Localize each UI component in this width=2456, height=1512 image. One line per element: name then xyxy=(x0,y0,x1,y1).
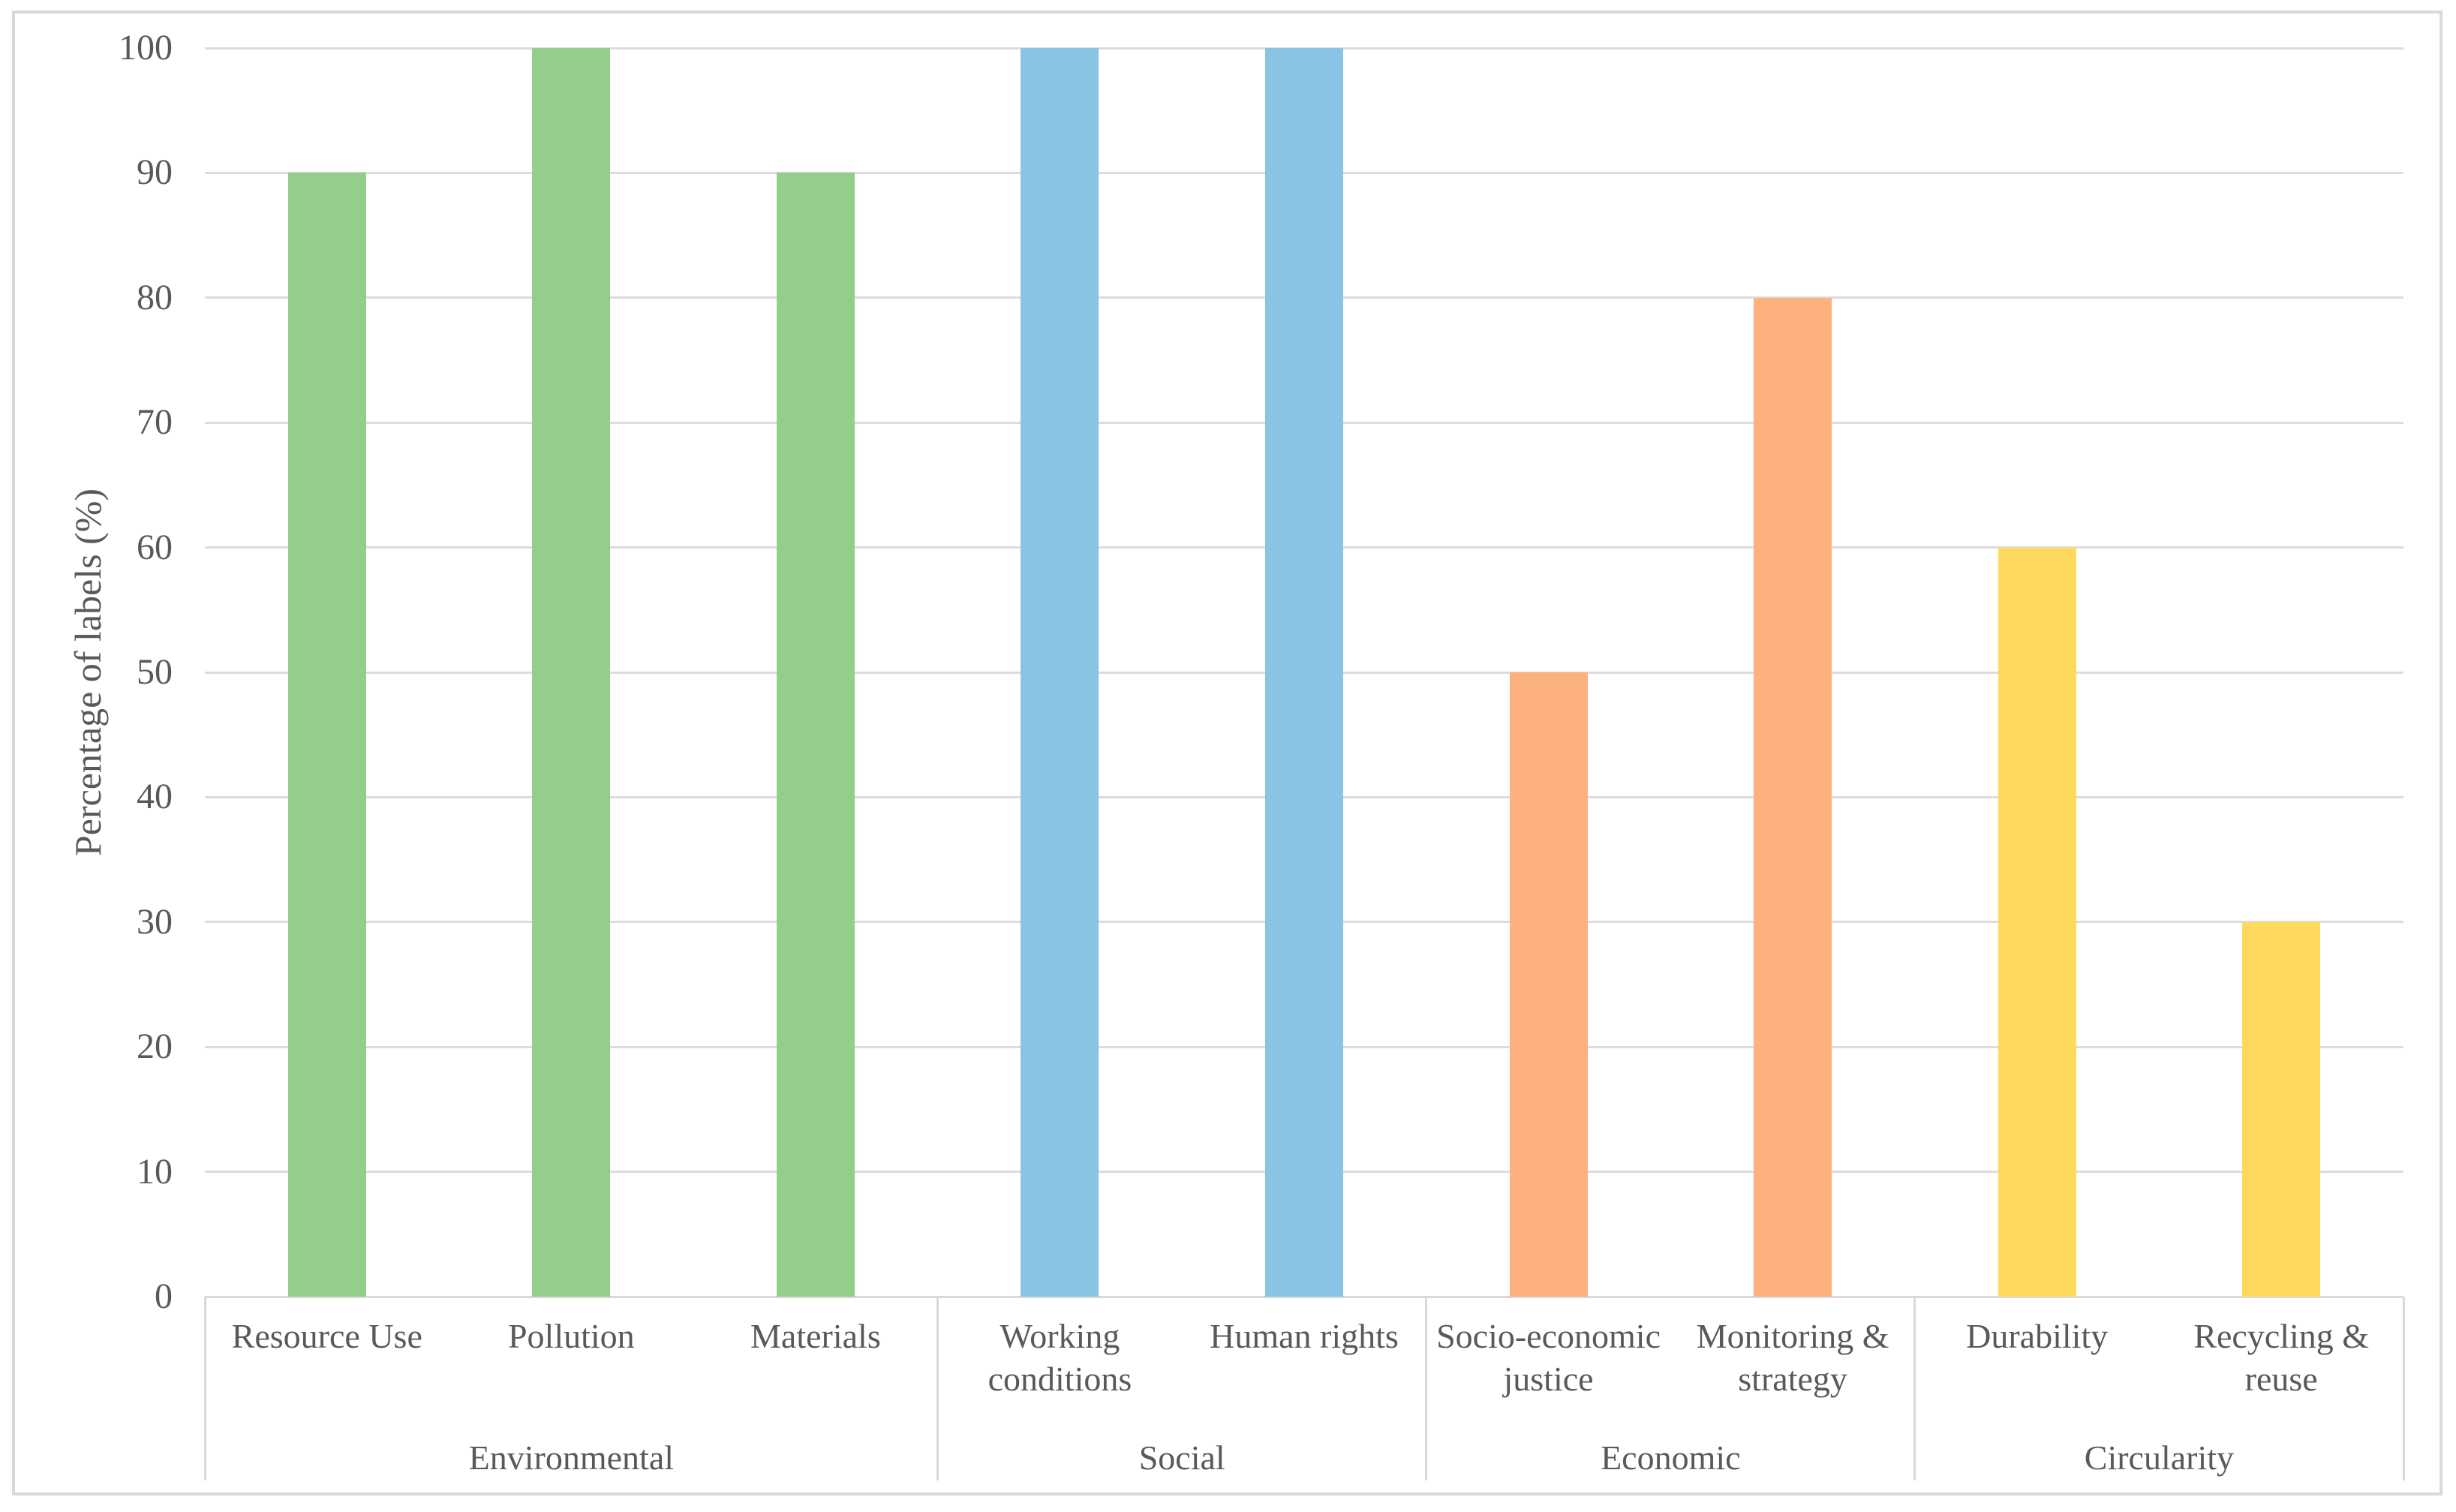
y-tick-label-50: 50 xyxy=(137,652,173,692)
bar-human-rights xyxy=(1265,48,1343,1297)
y-tick-label-10: 10 xyxy=(137,1151,173,1192)
bar-recycling-reuse xyxy=(2242,921,2321,1297)
y-tick-label-60: 60 xyxy=(137,527,173,567)
x-axis-line xyxy=(205,1295,2403,1298)
category-label-monitoring-strategy: Monitoring & strategy xyxy=(1696,1317,1889,1398)
bar-materials xyxy=(776,173,855,1297)
y-tick-label-20: 20 xyxy=(137,1027,173,1067)
bar-pollution xyxy=(532,48,611,1297)
chart-outer-border xyxy=(12,11,2442,1495)
category-label-durability: Durability xyxy=(1966,1317,2109,1355)
category-label-resource-use: Resource Use xyxy=(231,1317,422,1355)
y-tick-label-70: 70 xyxy=(137,402,173,443)
category-label-pollution: Pollution xyxy=(507,1317,635,1355)
bar-monitoring-strategy xyxy=(1754,297,1832,1297)
category-axis-divider-0 xyxy=(203,1297,206,1480)
y-tick-label-40: 40 xyxy=(137,777,173,817)
category-label-materials: Materials xyxy=(750,1317,881,1355)
bar-socio-economic-justice xyxy=(1509,672,1588,1297)
group-label-environmental: Environmental xyxy=(468,1438,675,1477)
group-label-circularity: Circularity xyxy=(2084,1438,2235,1477)
category-label-socio-economic-justice: Socio-economic justice xyxy=(1436,1317,1661,1398)
category-axis-divider-2 xyxy=(1425,1297,1428,1480)
category-axis-divider-4 xyxy=(2402,1297,2405,1480)
category-axis-divider-1 xyxy=(936,1297,939,1480)
category-label-working-conditions: Working conditions xyxy=(988,1317,1132,1398)
y-tick-label-80: 80 xyxy=(137,277,173,317)
category-label-recycling-reuse: Recycling & reuse xyxy=(2193,1317,2370,1398)
bar-durability xyxy=(1998,547,2076,1297)
y-tick-label-0: 0 xyxy=(155,1276,173,1316)
y-tick-label-30: 30 xyxy=(137,901,173,942)
y-tick-label-100: 100 xyxy=(119,28,173,68)
category-axis-divider-3 xyxy=(1913,1297,1916,1480)
bar-resource-use xyxy=(287,173,366,1297)
bar-working-conditions xyxy=(1021,48,1099,1297)
group-label-social: Social xyxy=(1138,1438,1225,1477)
group-label-economic: Economic xyxy=(1601,1438,1741,1477)
y-tick-label-90: 90 xyxy=(137,152,173,193)
category-label-human-rights: Human rights xyxy=(1210,1317,1399,1355)
